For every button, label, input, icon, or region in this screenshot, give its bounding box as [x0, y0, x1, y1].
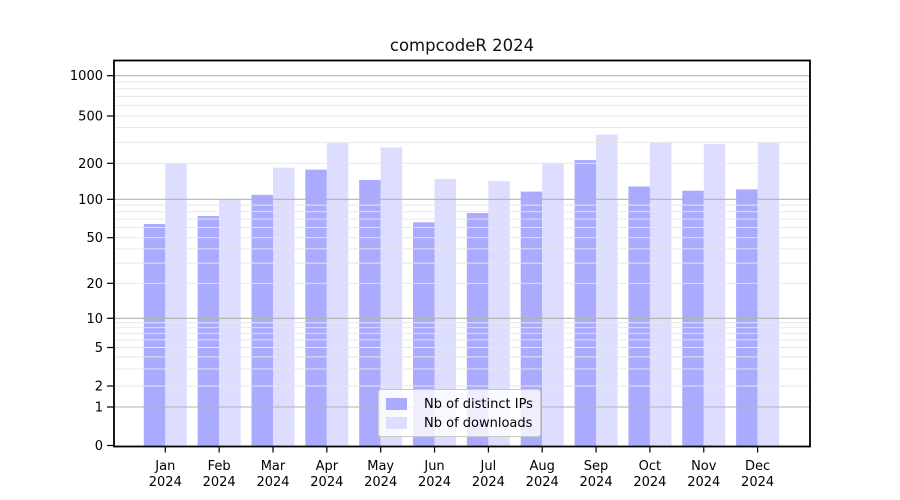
- x-tick-label-month: Apr: [316, 459, 339, 474]
- chart-title: compcodeR 2024: [389, 36, 535, 55]
- bar-downloads-aug: [542, 162, 564, 446]
- x-tick-label-month: Dec: [745, 459, 770, 474]
- bar-distinct-ips-may: [359, 180, 381, 446]
- y-tick-label: 20: [86, 277, 103, 292]
- legend: Nb of distinct IPs Nb of downloads: [378, 389, 541, 437]
- y-tick-label: 5: [95, 341, 103, 356]
- bar-downloads-apr: [326, 143, 349, 446]
- bar-downloads-jul: [488, 181, 510, 446]
- legend-swatch-downloads: [386, 417, 407, 429]
- bar-distinct-ips-dec: [736, 189, 758, 446]
- x-tick-label-month: Sep: [584, 459, 609, 474]
- x-tick-label-year: 2024: [364, 475, 397, 490]
- bar-downloads-mar: [272, 167, 295, 446]
- x-tick-label-year: 2024: [687, 475, 720, 490]
- x-tick-label-year: 2024: [472, 475, 505, 490]
- y-tick-label: 500: [78, 110, 103, 125]
- x-tick-label-year: 2024: [310, 475, 343, 490]
- y-tick-label: 10: [86, 312, 103, 327]
- y-tick-label: 1000: [70, 69, 103, 84]
- legend-swatch-distinct-ips: [386, 398, 407, 410]
- x-tick-label-year: 2024: [149, 475, 182, 490]
- y-tick-label: 100: [78, 193, 103, 208]
- x-tick-label-year: 2024: [526, 475, 559, 490]
- bar-distinct-ips-feb: [197, 215, 220, 446]
- x-tick-label-year: 2024: [580, 475, 613, 490]
- bar-downloads-jan: [165, 163, 187, 446]
- x-tick-label-year: 2024: [418, 475, 451, 490]
- x-tick-label-month: Feb: [208, 459, 231, 474]
- plot-frame: [113, 59, 811, 448]
- bar-downloads-may: [380, 147, 403, 446]
- x-tick-label-year: 2024: [203, 475, 236, 490]
- bar-downloads-nov: [703, 144, 726, 446]
- bar-distinct-ips-oct: [628, 186, 650, 446]
- y-tick-label: 1: [95, 401, 103, 416]
- bar-distinct-ips-apr: [305, 169, 327, 446]
- y-tick-label: 200: [78, 157, 103, 172]
- x-tick-label-month: Oct: [639, 459, 661, 474]
- x-tick-label-month: May: [367, 459, 394, 474]
- bar-downloads-sep: [596, 134, 618, 446]
- bar-downloads-oct: [649, 142, 672, 446]
- x-tick-label-month: Nov: [691, 459, 717, 474]
- bar-distinct-ips-mar: [251, 194, 273, 446]
- legend-item-downloads: Nb of downloads: [386, 415, 540, 431]
- x-tick-label-month: Jan: [154, 459, 175, 474]
- bar-distinct-ips-jan: [143, 224, 166, 446]
- legend-label-downloads: Nb of downloads: [424, 415, 533, 431]
- y-tick-label: 0: [95, 439, 103, 454]
- x-tick-label-year: 2024: [256, 475, 289, 490]
- legend-item-distinct-ips: Nb of distinct IPs: [386, 396, 540, 412]
- y-tick-label: 2: [95, 380, 103, 395]
- x-tick-label-year: 2024: [741, 475, 774, 490]
- x-tick-label-month: Jun: [423, 459, 444, 474]
- bar-distinct-ips-jul: [466, 213, 489, 446]
- x-tick-label-month: Mar: [261, 459, 286, 474]
- x-tick-label-month: Aug: [530, 459, 555, 474]
- y-tick-label: 50: [86, 231, 103, 246]
- bar-distinct-ips-sep: [574, 160, 597, 446]
- legend-label-distinct-ips: Nb of distinct IPs: [424, 396, 533, 412]
- x-tick-label-year: 2024: [633, 475, 666, 490]
- x-tick-label-month: Jul: [480, 459, 497, 474]
- bar-downloads-dec: [757, 142, 780, 446]
- bar-downloads-jun: [434, 178, 457, 446]
